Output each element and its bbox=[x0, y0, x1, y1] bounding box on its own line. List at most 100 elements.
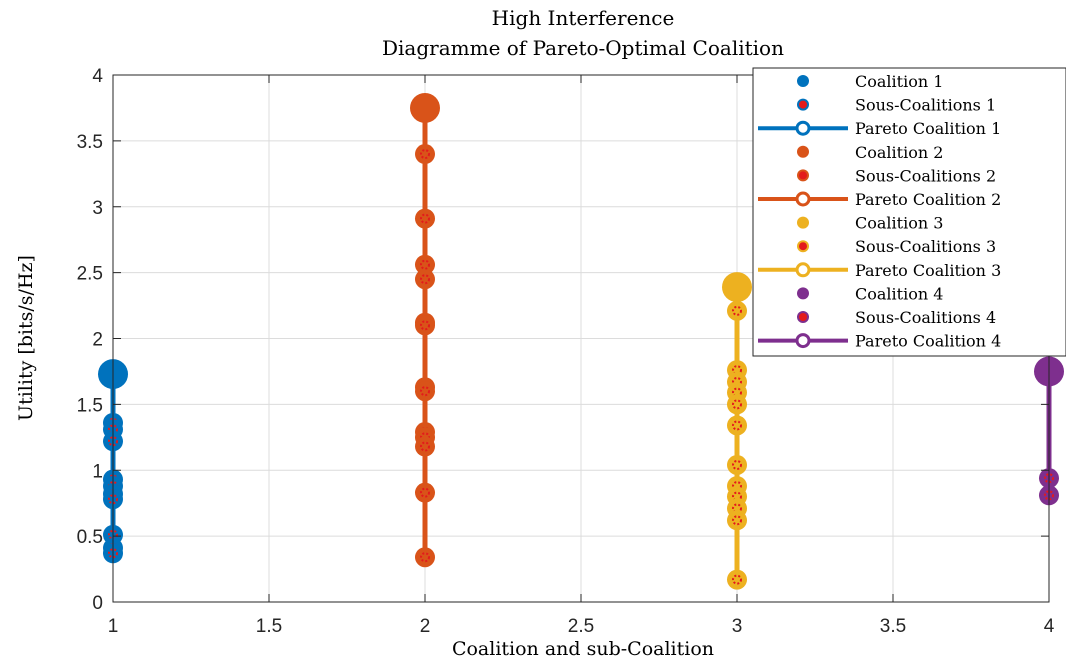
subcoalition-point bbox=[415, 547, 435, 568]
y-tick-label: 0 bbox=[92, 593, 103, 614]
subcoalition-marker bbox=[108, 548, 118, 559]
subcoalition-point bbox=[727, 300, 747, 321]
legend-entry: Pareto Coalition 2 bbox=[758, 190, 1001, 209]
x-ticks: 1 1.5 2 2.5 3 3.5 4 bbox=[108, 75, 1055, 637]
y-tick-label: 3 bbox=[92, 198, 103, 219]
subcoalition-marker bbox=[420, 386, 430, 397]
pareto-point bbox=[410, 92, 440, 123]
x-axis-label: Coalition and sub-Coalition bbox=[452, 638, 714, 660]
subcoalition-marker bbox=[732, 376, 742, 387]
x-tick-label: 3.5 bbox=[880, 616, 906, 637]
x-tick-label: 2.5 bbox=[568, 616, 594, 637]
y-tick-label: 1.5 bbox=[77, 395, 103, 416]
legend-label: Coalition 3 bbox=[855, 214, 943, 233]
legend-subcoalition-dot bbox=[799, 171, 807, 180]
legend-coalition-swatch bbox=[797, 75, 809, 87]
subcoalition-marker bbox=[420, 274, 430, 285]
subcoalition-marker bbox=[732, 481, 742, 492]
legend-entry: Coalition 1 bbox=[797, 72, 943, 91]
chart-title: High Interference bbox=[492, 6, 675, 30]
legend-entry: Coalition 4 bbox=[797, 284, 943, 303]
subcoalition-marker bbox=[732, 574, 742, 585]
y-tick-label: 3.5 bbox=[77, 132, 103, 153]
coalition-2-series bbox=[410, 92, 440, 568]
subcoalition-point bbox=[727, 569, 747, 590]
subcoalition-marker bbox=[732, 305, 742, 316]
subcoalition-marker bbox=[108, 529, 118, 540]
legend-coalition-swatch bbox=[797, 216, 809, 229]
subcoalition-marker bbox=[420, 432, 430, 443]
subcoalition-point bbox=[727, 415, 747, 436]
legend-label: Sous-Coalitions 1 bbox=[855, 96, 996, 115]
subcoalition-marker bbox=[420, 213, 430, 224]
legend-label: Sous-Coalitions 2 bbox=[855, 166, 996, 185]
legend-coalition-swatch bbox=[797, 145, 809, 158]
legend-pareto-marker bbox=[795, 191, 811, 207]
subcoalition-marker bbox=[420, 259, 430, 270]
legend-entry: Pareto Coalition 1 bbox=[758, 119, 1001, 138]
chart-subtitle: Diagramme of Pareto-Optimal Coalition bbox=[382, 36, 784, 60]
subcoalition-marker bbox=[108, 424, 118, 435]
legend-pareto-marker bbox=[795, 120, 811, 136]
legend-subcoalition-dot bbox=[799, 313, 807, 321]
subcoalition-marker bbox=[108, 494, 118, 505]
subcoalition-marker bbox=[420, 441, 430, 452]
subcoalition-point bbox=[415, 144, 435, 165]
x-tick-label: 3 bbox=[732, 616, 743, 637]
y-ticks: 0 0.5 1 1.5 2 2.5 3 3.5 4 bbox=[77, 66, 1049, 614]
y-tick-label: 0.5 bbox=[77, 527, 103, 548]
x-tick-label: 4 bbox=[1044, 616, 1055, 637]
legend-pareto-marker bbox=[795, 262, 811, 278]
subcoalition-point bbox=[415, 436, 435, 457]
subcoalition-point bbox=[727, 510, 747, 531]
legend-label: Pareto Coalition 3 bbox=[855, 261, 1001, 280]
subcoalition-marker bbox=[420, 320, 430, 331]
subcoalition-marker bbox=[420, 552, 430, 563]
legend: Coalition 1 Sous-Coalitions 1 Pareto Coali… bbox=[752, 67, 1066, 357]
subcoalition-marker bbox=[1044, 490, 1054, 501]
legend-subcoalition-dot bbox=[799, 100, 807, 109]
pareto-point bbox=[722, 272, 752, 303]
legend-entry: Sous-Coalitions 2 bbox=[797, 166, 996, 185]
legend-entry: Pareto Coalition 3 bbox=[758, 261, 1001, 280]
legend-entry: Sous-Coalitions 4 bbox=[797, 308, 996, 327]
subcoalition-marker bbox=[732, 399, 742, 410]
legend-subcoalition-dot bbox=[799, 242, 807, 251]
legend-entry: Pareto Coalition 4 bbox=[758, 332, 1001, 351]
x-tick-label: 2 bbox=[420, 616, 431, 637]
subcoalition-marker bbox=[732, 420, 742, 431]
subcoalition-marker bbox=[420, 149, 430, 160]
legend-coalition-swatch bbox=[797, 287, 809, 300]
legend-label: Coalition 1 bbox=[855, 72, 943, 91]
legend-label: Coalition 2 bbox=[855, 143, 943, 162]
y-axis-label: Utility [bits/s/Hz] bbox=[15, 255, 37, 421]
y-tick-label: 1 bbox=[92, 461, 103, 482]
legend-pareto-marker bbox=[795, 333, 811, 349]
legend-label: Pareto Coalition 2 bbox=[855, 190, 1001, 209]
subcoalition-marker bbox=[108, 436, 118, 447]
legend-entry: Coalition 3 bbox=[797, 214, 943, 233]
subcoalition-point bbox=[415, 482, 435, 503]
legend-box bbox=[752, 67, 1066, 357]
coalition-1-series bbox=[98, 359, 128, 564]
subcoalition-marker bbox=[1044, 473, 1054, 484]
y-tick-label: 4 bbox=[92, 66, 103, 87]
subcoalition-point bbox=[415, 208, 435, 229]
y-tick-label: 2.5 bbox=[77, 264, 103, 285]
subcoalition-point bbox=[727, 394, 747, 415]
subcoalition-marker bbox=[732, 459, 742, 470]
subcoalition-point bbox=[415, 254, 435, 275]
x-tick-label: 1.5 bbox=[256, 616, 282, 637]
subcoalition-marker bbox=[732, 515, 742, 526]
legend-entry: Sous-Coalitions 3 bbox=[797, 237, 996, 256]
legend-label: Sous-Coalitions 3 bbox=[855, 237, 996, 256]
legend-label: Pareto Coalition 4 bbox=[855, 332, 1001, 351]
subcoalition-point bbox=[415, 269, 435, 290]
subcoalition-marker bbox=[732, 387, 742, 398]
coalition-3-series bbox=[722, 272, 752, 590]
y-tick-label: 2 bbox=[92, 330, 103, 351]
x-tick-label: 1 bbox=[108, 616, 119, 637]
subcoalition-point bbox=[727, 454, 747, 475]
legend-label: Sous-Coalitions 4 bbox=[855, 308, 996, 327]
